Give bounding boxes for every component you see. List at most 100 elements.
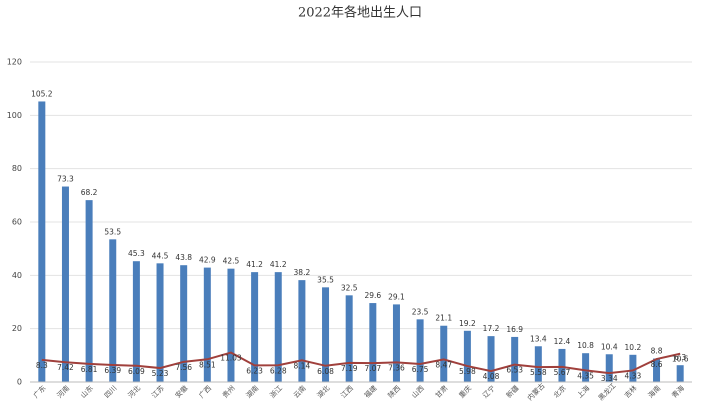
- line-value-label: 6.81: [81, 365, 98, 374]
- bar: [61, 186, 69, 382]
- line-value-label: 10.6: [672, 355, 689, 364]
- bar-value-label: 17.2: [483, 324, 500, 333]
- line-value-label: 6.39: [104, 366, 121, 375]
- bar-value-label: 44.5: [152, 251, 169, 260]
- y-tick-label: 0: [17, 378, 22, 387]
- bar: [369, 303, 377, 382]
- y-tick-label: 60: [12, 218, 22, 227]
- bar-value-label: 38.2: [294, 268, 311, 277]
- bar: [38, 101, 46, 382]
- bar-value-label: 29.1: [388, 292, 405, 301]
- line-value-label: 7.42: [57, 363, 74, 372]
- bar-value-label: 16.9: [506, 325, 523, 334]
- y-tick-label: 100: [7, 111, 22, 120]
- bar-value-label: 8.8: [651, 347, 663, 356]
- x-tick-label: 内蒙古: [525, 381, 546, 402]
- bar-value-label: 68.2: [81, 188, 98, 197]
- bar-value-label: 10.8: [577, 341, 594, 350]
- bar-value-label: 21.1: [435, 314, 452, 323]
- line-value-label: 4.08: [483, 372, 500, 381]
- x-tick-label: 安徽: [173, 384, 189, 400]
- bar-value-label: 10.4: [601, 342, 618, 351]
- bar-value-label: 45.3: [128, 249, 145, 258]
- bar: [85, 200, 93, 382]
- bar: [582, 353, 590, 382]
- line-value-label: 6.53: [506, 366, 523, 375]
- line-value-label: 4.33: [625, 371, 642, 380]
- bar: [440, 325, 448, 382]
- bar: [487, 336, 495, 382]
- x-tick-label: 浙江: [268, 384, 284, 400]
- line-value-label: 8.47: [435, 360, 452, 369]
- line-value-label: 5.98: [459, 367, 476, 376]
- line-value-label: 8.6: [651, 360, 663, 369]
- x-tick-label: 河北: [127, 384, 143, 400]
- bar: [180, 265, 188, 382]
- bar-value-label: 41.2: [246, 260, 263, 269]
- bar-value-label: 12.4: [554, 337, 571, 346]
- bar-value-label: 73.3: [57, 175, 74, 184]
- bar-value-label: 42.5: [223, 257, 240, 266]
- chart-title: 2022年各地出生人口: [298, 5, 422, 21]
- x-tick-label: 重庆: [457, 384, 473, 400]
- bar: [534, 346, 542, 382]
- line-value-label: 8.3: [36, 361, 48, 370]
- bar: [227, 268, 235, 382]
- x-tick-label: 云南: [291, 384, 307, 400]
- line-value-label: 7.56: [175, 363, 192, 372]
- bar: [416, 319, 424, 382]
- line-value-label: 6.75: [412, 365, 429, 374]
- line-value-label: 7.07: [364, 364, 381, 373]
- bar-value-label: 41.2: [270, 260, 287, 269]
- line-value-label: 8.51: [199, 360, 216, 369]
- bar: [653, 358, 661, 382]
- line-value-label: 6.08: [317, 367, 334, 376]
- bar: [629, 354, 637, 382]
- x-tick-label: 贵州: [220, 384, 236, 400]
- line-value-label: 7.19: [341, 364, 358, 373]
- x-tick-label: 江西: [339, 384, 355, 400]
- y-tick-label: 40: [12, 271, 22, 280]
- bar: [322, 287, 330, 382]
- bar-value-label: 6.3: [674, 353, 686, 362]
- bar: [274, 272, 282, 382]
- line-value-label: 6.23: [246, 366, 263, 375]
- bar-value-label: 29.6: [364, 291, 381, 300]
- bar-value-label: 105.2: [31, 89, 53, 98]
- bar-value-label: 53.5: [104, 227, 121, 236]
- line-value-label: 6.09: [128, 367, 145, 376]
- y-tick-label: 20: [12, 324, 22, 333]
- bar: [109, 239, 117, 382]
- line-value-label: 8.14: [294, 361, 311, 370]
- x-tick-label: 湖北: [315, 384, 331, 400]
- line-value-label: 6.28: [270, 366, 287, 375]
- x-tick-label: 新疆: [504, 384, 520, 400]
- bar: [132, 261, 140, 382]
- y-tick-label: 80: [12, 164, 22, 173]
- bar: [558, 348, 566, 382]
- y-tick-label: 120: [7, 58, 22, 67]
- bar: [298, 280, 306, 382]
- bar: [511, 336, 519, 382]
- x-tick-label: 广东: [31, 384, 47, 400]
- line-value-label: 5.23: [152, 369, 169, 378]
- x-tick-label: 四川: [103, 384, 119, 400]
- bar: [203, 267, 211, 382]
- x-tick-label: 北京: [551, 384, 567, 400]
- line-value-label: 11.03: [220, 354, 242, 363]
- x-tick-label: 辽宁: [481, 384, 497, 400]
- line-value-label: 5.67: [554, 368, 571, 377]
- bar-value-label: 35.5: [317, 275, 334, 284]
- x-tick-label: 黑龙江: [596, 381, 617, 402]
- x-tick-label: 江苏: [150, 384, 166, 400]
- x-tick-label: 甘肃: [433, 384, 449, 400]
- x-tick-label: 山西: [410, 384, 426, 400]
- line-value-label: 7.36: [388, 363, 405, 372]
- bar: [392, 304, 400, 382]
- bar-value-label: 10.2: [625, 343, 642, 352]
- bar: [251, 272, 259, 382]
- bar: [676, 365, 684, 382]
- line: [41, 351, 681, 375]
- x-tick-label: 广西: [197, 384, 213, 400]
- bar: [605, 354, 613, 382]
